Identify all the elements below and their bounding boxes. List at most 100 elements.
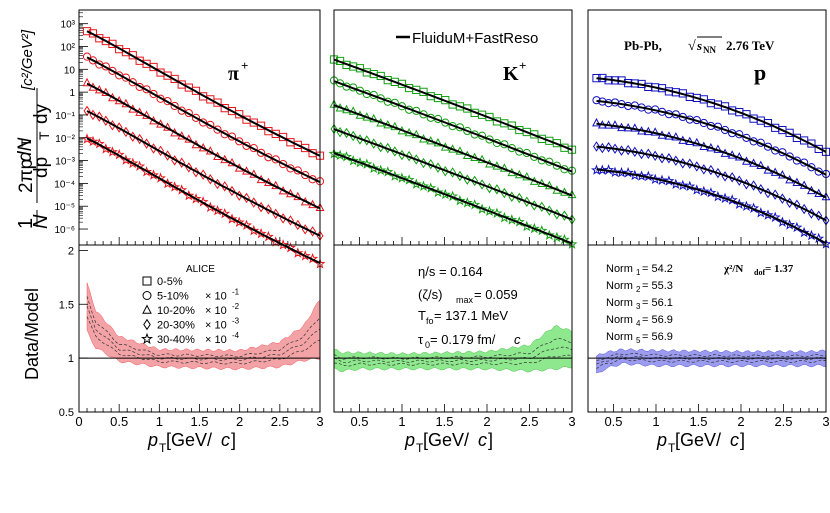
data-point-1-3-29 — [538, 201, 546, 213]
ratio-curve-2-0 — [596, 357, 827, 370]
data-point-0-3-2 — [95, 111, 103, 122]
svg-text:s: s — [696, 38, 702, 53]
hydro-params: η/s = 0.164 (ζ/s) max = 0.059 T fo = 137… — [418, 264, 521, 350]
data-point-2-2-6 — [630, 123, 640, 132]
data-point-0-1-25 — [256, 148, 266, 157]
data-point-2-1-15 — [692, 115, 701, 125]
data-point-2-3-0 — [593, 141, 600, 152]
x-axis-label-3: p T [GeV/ c ] — [656, 430, 745, 455]
y-frac-n: N — [30, 214, 52, 229]
svg-text:dof: dof — [754, 268, 765, 277]
svg-text:T: T — [416, 441, 424, 455]
data-point-2-1-0 — [592, 96, 601, 105]
norm-label-2: Norm — [606, 297, 633, 309]
data-point-1-3-32 — [560, 210, 568, 221]
svg-text:2.76 TeV: 2.76 TeV — [726, 38, 775, 53]
ratio-curve-0-2 — [86, 296, 321, 358]
legend-label-2: 10-20% — [157, 305, 195, 317]
legend-marker-star — [140, 332, 154, 345]
data-point-0-1-0 — [82, 52, 92, 61]
data-point-1-1-3 — [349, 83, 358, 92]
data-point-2-1-18 — [713, 122, 723, 131]
svg-text:= 0.179 fm/: = 0.179 fm/ — [430, 332, 496, 347]
data-point-1-1-33 — [567, 166, 577, 175]
svg-text:T: T — [668, 441, 676, 455]
data-point-1-1-25 — [507, 144, 516, 153]
data-point-1-3-26 — [515, 192, 523, 204]
norm-sub-0: 1 — [636, 268, 641, 277]
data-point-0-1-13 — [170, 101, 179, 111]
data-point-2-1-28 — [785, 152, 794, 161]
data-point-2-2-3 — [610, 120, 620, 129]
data-point-0-1-16 — [191, 113, 201, 122]
data-point-1-0-0 — [329, 55, 339, 64]
norm-label-0: Norm — [606, 263, 633, 275]
model-curve-0-4 — [86, 137, 321, 264]
data-point-0-3-20 — [221, 181, 229, 192]
legend-exp-3: -3 — [232, 317, 240, 326]
model-curve-2-3 — [596, 145, 827, 222]
svg-text:+: + — [519, 58, 526, 73]
svg-text:0: 0 — [425, 340, 430, 350]
ratio-band-0 — [86, 282, 321, 371]
data-point-0-1-6 — [121, 73, 131, 82]
svg-text:√: √ — [688, 39, 696, 54]
data-point-2-3-14 — [686, 158, 694, 169]
data-point-2-3-2 — [605, 142, 613, 153]
data-point-2-1-24 — [756, 138, 765, 147]
model-curve-1-1 — [333, 80, 573, 173]
data-point-0-4-9 — [141, 166, 153, 177]
norm-value-1: = 55.3 — [642, 280, 673, 292]
x-tick-label-0-5: 2.5 — [271, 414, 289, 429]
model-curve-0-3 — [86, 110, 321, 237]
y-tick-label-top-8: 10⁻⁵ — [54, 202, 75, 213]
legend-marker-circle — [142, 291, 152, 300]
norm-value-2: = 56.1 — [642, 297, 673, 309]
data-point-2-1-21 — [735, 130, 744, 139]
data-point-2-3-5 — [624, 144, 632, 156]
ratio-curve-1-0 — [334, 354, 573, 367]
model-curve-0-2 — [86, 82, 321, 210]
y-axis-label-bottom: Data/Model — [22, 288, 42, 380]
data-point-0-1-15 — [184, 108, 193, 118]
model-curve-1-3 — [333, 128, 573, 221]
alice-legend: ALICE 0-5% 5-10% × 10 -1 10-20% × 10 -2 20-30% ×… — [140, 264, 240, 346]
data-point-0-0-0 — [82, 27, 92, 36]
x-tick-label-1-3: 2 — [483, 414, 490, 429]
data-point-1-1-24 — [500, 140, 509, 149]
norm-sub-2: 3 — [636, 302, 641, 311]
svg-text:+: + — [241, 58, 248, 73]
data-point-2-1-12 — [671, 110, 680, 119]
svg-text:T: T — [418, 308, 426, 323]
norm-sub-4: 5 — [636, 336, 641, 345]
data-point-0-3-32 — [309, 226, 317, 237]
data-point-0-3-26 — [264, 204, 272, 215]
model-curve-1-2 — [333, 104, 573, 197]
data-point-0-1-22 — [235, 137, 244, 146]
svg-text:τ: τ — [418, 332, 424, 347]
legend-scale-4: × 10 — [205, 334, 227, 346]
param-tau0: τ 0 = 0.179 fm/ c — [418, 332, 521, 350]
model-legend-label: FluiduM+FastReso — [412, 30, 538, 47]
data-point-1-1-7 — [376, 94, 385, 103]
svg-text:p: p — [656, 430, 667, 450]
y-frac-dy: dy — [31, 103, 52, 124]
data-point-2-3-3 — [611, 143, 619, 154]
data-point-0-1-18 — [206, 120, 215, 129]
data-point-1-3-20 — [471, 175, 479, 187]
x-tick-label-2-5: 3 — [822, 414, 829, 429]
legend-exp-4: -4 — [232, 331, 240, 340]
param-eta-s: η/s = 0.164 — [418, 264, 483, 279]
y-frac-dpt: dp — [31, 157, 52, 178]
legend-scale-1: × 10 — [205, 291, 227, 303]
data-point-1-3-23 — [493, 184, 501, 195]
x-tick-label-0-1: 0.5 — [110, 414, 128, 429]
particle-label-pion: π + — [228, 58, 248, 85]
x-tick-label-0-3: 1.5 — [190, 414, 208, 429]
data-point-2-1-27 — [778, 148, 787, 157]
y-tick-label-top-4: 10⁻¹ — [55, 111, 75, 122]
model-curve-2-1 — [596, 100, 827, 176]
legend-label-4: 30-40% — [157, 334, 195, 346]
data-point-0-1-28 — [278, 159, 288, 169]
